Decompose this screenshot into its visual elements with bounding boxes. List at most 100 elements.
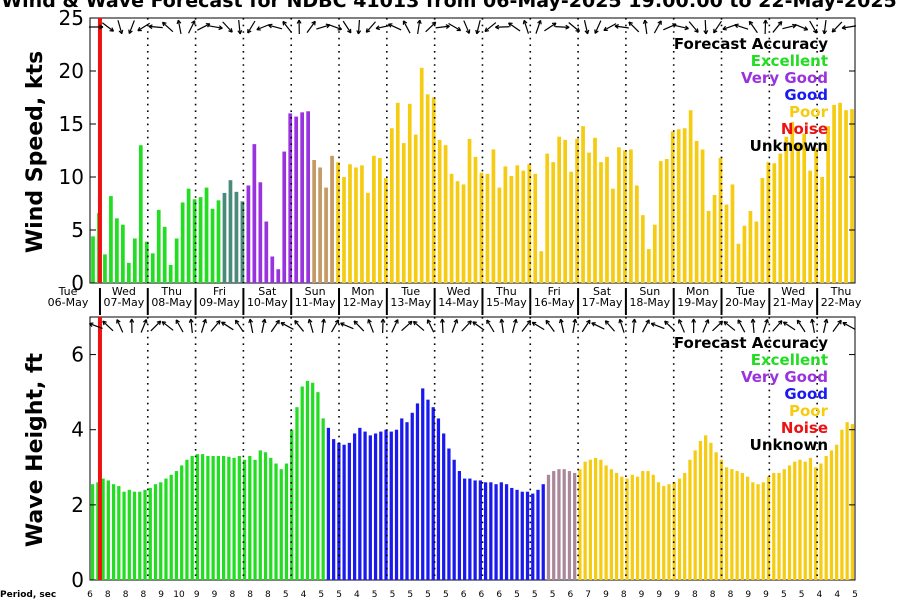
wind-chart-bar (712, 195, 717, 283)
wind-chart-bar (605, 156, 609, 283)
direction-arrow-icon (222, 21, 233, 33)
wave-chart-bar (552, 471, 556, 580)
wave-chart-bar (620, 476, 624, 580)
period-value: 4 (834, 590, 840, 600)
wind-chart-bar (276, 269, 281, 283)
wave-chart-bar (300, 386, 304, 580)
wave-chart-bar (651, 474, 655, 580)
wave-chart-bar (436, 418, 441, 580)
direction-arrow-icon (412, 320, 425, 332)
wave-chart-bar (787, 465, 792, 580)
wind-chart-bar (778, 153, 783, 283)
date-label: 20-May (725, 296, 766, 309)
wave-chart-bar (164, 478, 168, 580)
wave-chart-bar (311, 382, 315, 580)
wave-chart-bar (321, 418, 325, 580)
direction-arrow-icon (750, 318, 756, 334)
period-value: 5 (283, 590, 289, 600)
direction-arrow-icon (544, 22, 557, 32)
wind-chart-bar (222, 192, 227, 283)
legend-item: Unknown (750, 137, 828, 155)
direction-arrow-icon (508, 22, 521, 32)
wave-chart-bar (316, 392, 320, 580)
wind-y-axis-label: Wind Speed, kts (23, 51, 48, 253)
wave-chart-bar (195, 454, 200, 580)
wave-chart-bar (494, 484, 498, 580)
wave-chart-bar (295, 407, 299, 580)
period-value: 5 (372, 590, 378, 600)
wave-chart-bar (735, 471, 739, 580)
wave-chart-bar (567, 471, 572, 580)
wave-chart-bar (237, 456, 241, 580)
direction-arrow-icon (261, 318, 267, 333)
period-row: 6 8 8 8 9 10 9 9 8 8 8 5 4 5 5 4 5 5 5 5 5 6 6 6 5 5 5 6 7 9 8 9 9 9 8 8 8 9 9… (87, 590, 858, 600)
direction-arrow-icon (604, 320, 616, 332)
wave-chart-bar (305, 380, 310, 580)
wave-chart-bar (546, 474, 551, 580)
wave-chart-bar (761, 482, 765, 580)
wind-chart-bar (198, 197, 203, 283)
direction-arrow-icon (511, 318, 518, 333)
direction-arrow-icon (703, 19, 709, 35)
direction-arrow-icon (521, 319, 532, 332)
wave-chart-bar (667, 484, 671, 580)
wave-chart-bar (751, 482, 755, 580)
wave-chart-bar (520, 491, 524, 580)
wave-chart-bar (326, 427, 331, 580)
direction-arrow-icon (796, 319, 806, 333)
direction-arrow-icon (375, 24, 390, 31)
direction-arrow-icon (426, 319, 435, 333)
wind-chart-bar (461, 184, 466, 283)
wind-chart-ytick-label: 15 (59, 112, 84, 136)
direction-arrow-icon (832, 319, 842, 333)
direction-arrow-icon (391, 319, 399, 333)
wave-chart-bar (106, 480, 110, 580)
wind-chart-bar (748, 210, 753, 283)
wave-chart-bar (772, 472, 776, 580)
direction-arrow-icon (495, 24, 510, 30)
direction-arrow-icon (296, 19, 302, 35)
direction-arrow-icon (822, 19, 828, 35)
period-value: 10 (173, 590, 185, 600)
date-label: 18-May (629, 296, 670, 309)
direction-arrow-icon (734, 23, 749, 30)
legend-item: Noise (781, 419, 828, 437)
wind-chart-bar (240, 201, 245, 283)
wind-chart-bar (527, 164, 532, 283)
wave-chart-ytick-label: 4 (71, 418, 84, 442)
legend-title: Forecast Accuracy (674, 334, 828, 352)
wind-chart-bar (342, 177, 346, 283)
wind-chart-bar (832, 104, 836, 283)
wind-chart-bar (844, 110, 848, 283)
wind-chart-bar (318, 167, 322, 283)
wind-chart-bar (569, 171, 573, 283)
period-value: 5 (336, 590, 342, 600)
wave-chart-bar (342, 444, 346, 580)
period-value: 5 (425, 590, 431, 600)
period-value: 6 (496, 590, 502, 600)
wave-chart-bar (614, 472, 619, 580)
direction-arrow-icon (161, 321, 174, 331)
wave-chart-bar (148, 487, 152, 580)
wind-chart-bar (174, 238, 179, 283)
date-label: 07-May (104, 296, 145, 309)
direction-arrow-icon (642, 19, 648, 35)
date-label: 12-May (343, 296, 384, 309)
direction-arrow-icon (691, 318, 697, 333)
wind-chart-bar (730, 184, 735, 283)
wind-chart-bar (820, 177, 824, 283)
wind-chart-bar (115, 218, 119, 283)
wind-chart-bar (676, 129, 681, 283)
direction-arrow-icon (237, 19, 243, 35)
wave-chart-bar (798, 459, 802, 580)
legend-item: Excellent (751, 351, 828, 369)
period-value: 4 (301, 590, 307, 600)
direction-arrow-icon (475, 20, 481, 35)
wave-chart-bar (557, 469, 561, 580)
wave-chart-ytick-label: 2 (71, 493, 84, 517)
wind-chart-bar (419, 67, 424, 283)
day-label: Mon (351, 285, 374, 298)
date-label: 06-May (48, 296, 89, 309)
direction-arrow-icon (842, 322, 856, 330)
